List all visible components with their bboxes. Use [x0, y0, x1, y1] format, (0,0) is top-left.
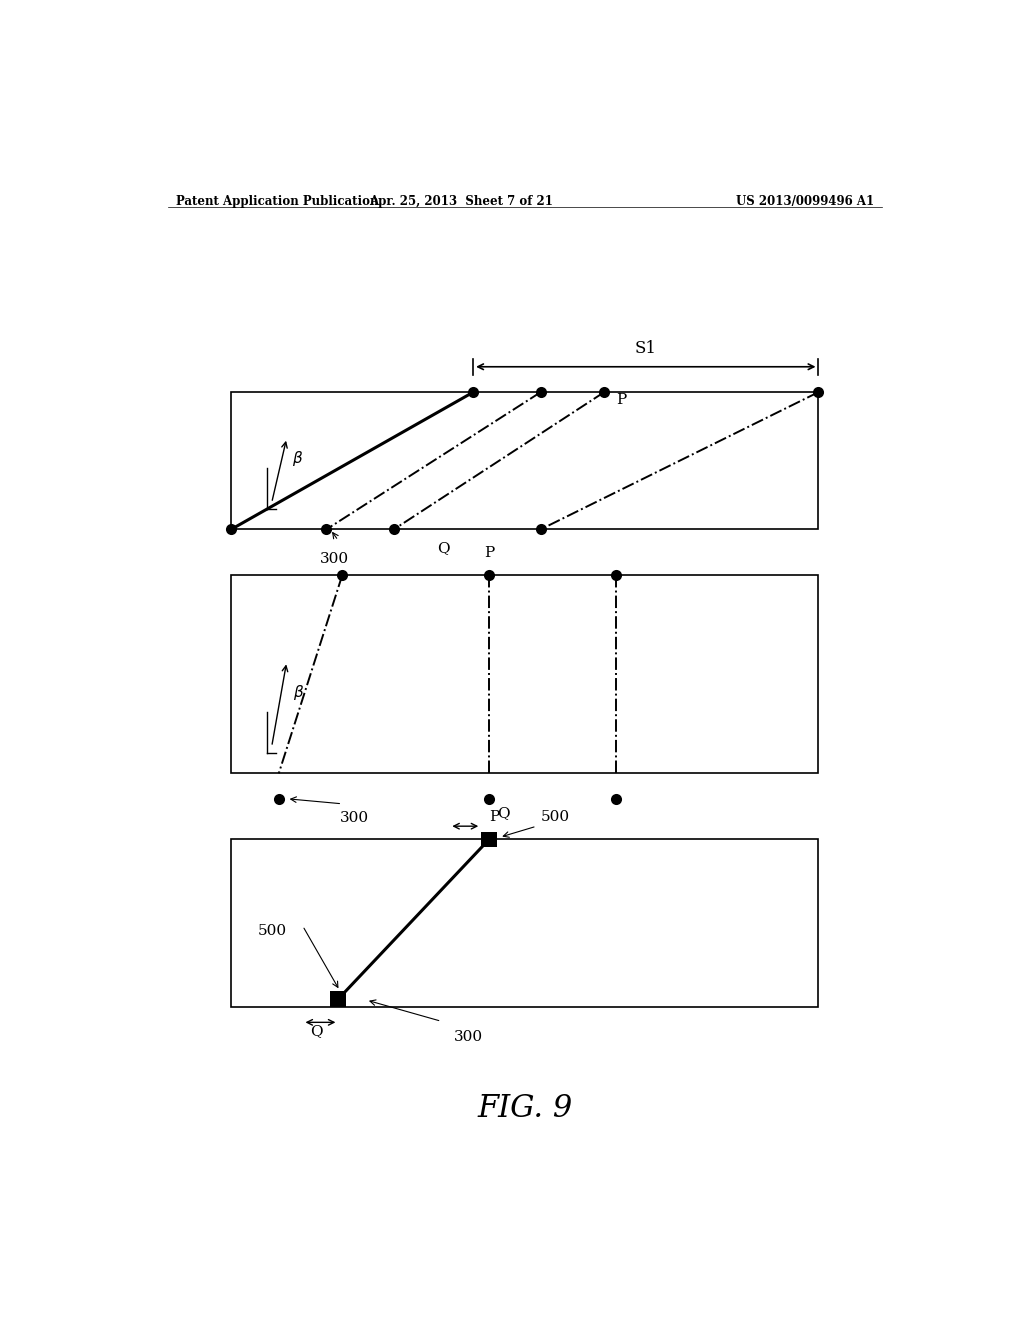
- Text: Q: Q: [497, 805, 510, 820]
- Bar: [231, 576, 818, 774]
- Text: Q: Q: [310, 1024, 324, 1039]
- Text: P: P: [484, 546, 495, 560]
- Text: P: P: [616, 393, 627, 408]
- Text: $\beta$: $\beta$: [292, 449, 303, 469]
- Text: US 2013/0099496 A1: US 2013/0099496 A1: [736, 195, 873, 209]
- Text: Apr. 25, 2013  Sheet 7 of 21: Apr. 25, 2013 Sheet 7 of 21: [370, 195, 553, 209]
- Bar: [231, 392, 818, 529]
- Text: $\beta$: $\beta$: [293, 684, 304, 702]
- Text: 500: 500: [258, 924, 287, 939]
- Text: S1: S1: [635, 339, 656, 356]
- Text: 300: 300: [319, 552, 349, 566]
- Text: Q: Q: [437, 541, 451, 556]
- Bar: [331, 991, 346, 1007]
- Text: P: P: [489, 810, 500, 824]
- Text: 500: 500: [541, 810, 569, 824]
- Text: 300: 300: [454, 1031, 482, 1044]
- Text: Patent Application Publication: Patent Application Publication: [176, 195, 378, 209]
- Bar: [481, 832, 497, 847]
- Text: FIG. 9: FIG. 9: [477, 1093, 572, 1125]
- Bar: [231, 840, 818, 1007]
- Text: 300: 300: [340, 810, 369, 825]
